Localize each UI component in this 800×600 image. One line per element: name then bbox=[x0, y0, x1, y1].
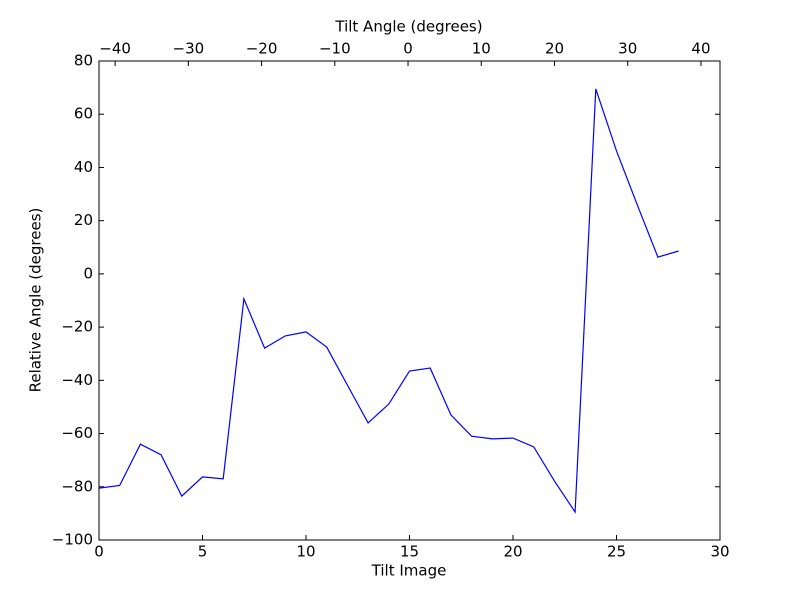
y-axis-label: Relative Angle (degrees) bbox=[27, 208, 45, 393]
top-tick-label: 40 bbox=[691, 40, 710, 58]
y-tick-label: −60 bbox=[61, 424, 93, 442]
plot-frame bbox=[98, 60, 721, 541]
top-tick-label: −30 bbox=[173, 40, 205, 58]
top-tick-label: 20 bbox=[545, 40, 564, 58]
y-tick-label: 0 bbox=[83, 264, 93, 282]
x-tick-label: 10 bbox=[296, 543, 315, 561]
x-tick-label: 25 bbox=[607, 543, 626, 561]
x-tick-label: 15 bbox=[400, 543, 419, 561]
top-tick-label: 30 bbox=[618, 40, 637, 58]
y-tick-label: 20 bbox=[74, 211, 93, 229]
y-tick-label: −100 bbox=[52, 531, 93, 549]
x-tick-label: 0 bbox=[94, 543, 104, 561]
top-tick-label: −20 bbox=[246, 40, 278, 58]
y-tick-label: 40 bbox=[74, 158, 93, 176]
x-tick-label: 30 bbox=[710, 543, 729, 561]
y-tick-label: 60 bbox=[74, 105, 93, 123]
top-tick-label: 10 bbox=[472, 40, 491, 58]
top-tick-label: 0 bbox=[403, 40, 413, 58]
y-tick-label: −20 bbox=[61, 318, 93, 336]
y-tick-label: −40 bbox=[61, 371, 93, 389]
x-axis-label: Tilt Image bbox=[371, 562, 447, 580]
top-axis-label: Tilt Angle (degrees) bbox=[334, 18, 482, 36]
y-tick-label: 80 bbox=[74, 52, 93, 70]
top-tick-label: −10 bbox=[319, 40, 351, 58]
y-tick-label: −80 bbox=[61, 477, 93, 495]
top-tick-label: −40 bbox=[99, 40, 131, 58]
x-tick-label: 20 bbox=[503, 543, 522, 561]
data-line bbox=[98, 88, 679, 514]
x-tick-label: 5 bbox=[198, 543, 208, 561]
